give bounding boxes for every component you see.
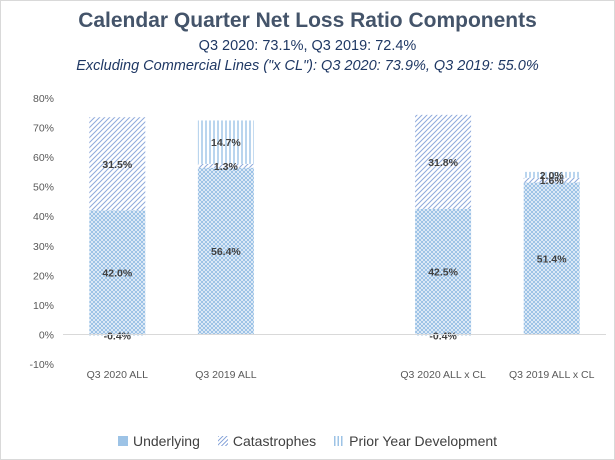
legend-item-prior-year-development: Prior Year Development bbox=[334, 433, 497, 449]
y-tick-label: 10% bbox=[33, 300, 54, 312]
y-tick-label: 30% bbox=[33, 241, 54, 253]
bar-prior-year-development bbox=[197, 120, 254, 164]
data-label-catastrophes: 31.5% bbox=[102, 159, 132, 171]
legend-swatch-underlying bbox=[117, 436, 128, 446]
x-tick-label: Q3 2019 ALL x CL bbox=[509, 369, 595, 381]
y-tick-label: 0% bbox=[39, 329, 54, 341]
legend-item-catastrophes: Catastrophes bbox=[217, 433, 317, 449]
chart-subtitle-excluding-cl: Excluding Commercial Lines ("x CL"): Q3 … bbox=[76, 58, 539, 74]
bar-catastrophes bbox=[523, 177, 580, 183]
bar-prior-year-development bbox=[89, 334, 146, 336]
data-label-underlying: 56.4% bbox=[211, 246, 241, 258]
legend-label-catastrophes: Catastrophes bbox=[232, 433, 317, 449]
bar-catastrophes bbox=[415, 114, 472, 209]
y-axis: -10% 0% 10% 20% 30% 40% 50% 60% 70% 80% bbox=[29, 93, 54, 371]
data-label-underlying: 51.4% bbox=[537, 253, 567, 265]
data-label-prior-year-development: 14.7% bbox=[211, 137, 241, 149]
data-label-catastrophes: 31.8% bbox=[428, 157, 458, 169]
chart-subtitle: Q3 2020: 73.1%, Q3 2019: 72.4% bbox=[198, 38, 417, 54]
bar-catastrophes bbox=[89, 117, 146, 211]
y-tick-label: 40% bbox=[33, 211, 54, 223]
y-tick-label: -10% bbox=[29, 359, 54, 371]
y-tick-label: 50% bbox=[33, 182, 54, 194]
bar-underlying bbox=[89, 210, 146, 335]
bar-underlying bbox=[197, 167, 254, 335]
bar-prior-year-development bbox=[415, 334, 472, 336]
data-label-catastrophes: 1.3% bbox=[214, 161, 239, 173]
y-tick-label: 20% bbox=[33, 270, 54, 282]
bar-underlying bbox=[523, 182, 580, 335]
y-tick-label: 60% bbox=[33, 152, 54, 164]
data-label-prior-year-development: 2.0% bbox=[540, 170, 565, 182]
legend-label-prior-year-development: Prior Year Development bbox=[349, 433, 498, 449]
data-label-prior-year-development: -0.4% bbox=[429, 330, 457, 342]
legend: Underlying Catastrophes Prior Year Devel… bbox=[1, 433, 614, 449]
x-tick-label: Q3 2020 ALL bbox=[87, 369, 148, 381]
bar-prior-year-development bbox=[523, 171, 580, 178]
x-axis: Q3 2020 ALL Q3 2019 ALL Q3 2020 ALL x CL Q3… bbox=[63, 333, 606, 381]
data-label-catastrophes: 1.6% bbox=[540, 175, 565, 187]
bar-catastrophes bbox=[197, 163, 254, 168]
legend-swatch-catastrophes bbox=[217, 436, 228, 446]
legend-label-underlying: Underlying bbox=[132, 433, 200, 449]
plot-area: -10% 0% 10% 20% 30% 40% 50% 60% 70% 80% 42.0% 31.5… bbox=[29, 93, 606, 381]
data-label-underlying: 42.5% bbox=[428, 267, 458, 279]
y-tick-label: 70% bbox=[33, 123, 54, 135]
legend-item-underlying: Underlying bbox=[117, 433, 200, 449]
bars: 42.0% 31.5% -0.4% 56.4% 1.3% 14.7% 42.5% 31.8% -… bbox=[89, 114, 580, 342]
chart-title: Calendar Quarter Net Loss Ratio Componen… bbox=[78, 9, 537, 32]
data-label-underlying: 42.0% bbox=[102, 267, 132, 279]
x-tick-label: Q3 2020 ALL x CL bbox=[400, 369, 486, 381]
bar-underlying bbox=[415, 208, 472, 335]
legend-swatch-prior-year-development bbox=[334, 436, 345, 446]
x-tick-label: Q3 2019 ALL bbox=[195, 369, 256, 381]
data-label-prior-year-development: -0.4% bbox=[104, 330, 132, 342]
y-tick-label: 80% bbox=[33, 93, 54, 105]
